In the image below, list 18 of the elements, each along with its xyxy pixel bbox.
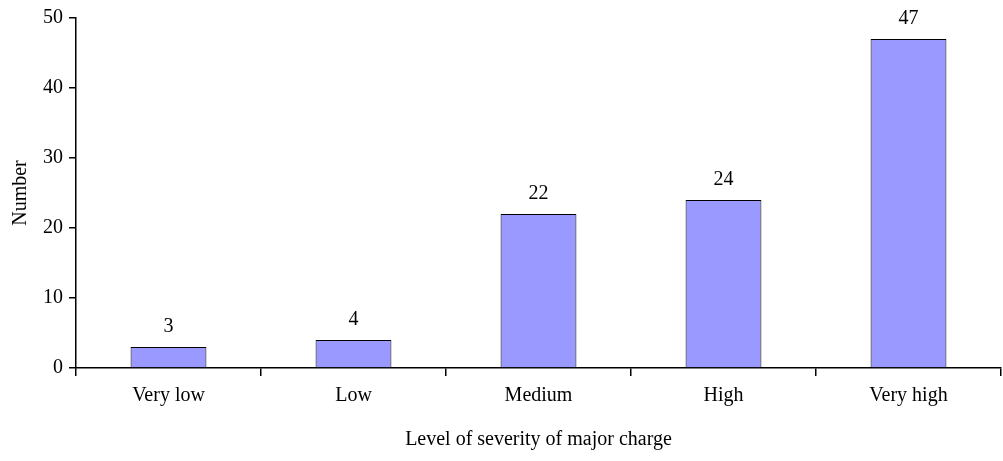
data-label: 24 <box>713 167 734 190</box>
data-label: 22 <box>528 181 549 204</box>
x-tick-label: Medium <box>504 383 573 406</box>
y-tick-label: 20 <box>43 215 63 238</box>
data-label: 3 <box>163 314 174 337</box>
y-tick-label: 40 <box>43 75 63 98</box>
x-tick-label: Low <box>335 383 373 406</box>
y-tick-label: 50 <box>43 5 63 28</box>
y-axis-title: Number <box>8 159 31 226</box>
x-tick-label: Very low <box>132 383 206 407</box>
x-tick-label: High <box>703 383 744 407</box>
y-tick-label: 0 <box>53 355 63 378</box>
data-label: 47 <box>898 6 919 29</box>
x-tick-label: Very high <box>869 383 948 407</box>
data-label: 4 <box>348 307 359 330</box>
x-axis-title: Level of severity of major charge <box>405 427 672 451</box>
y-tick-label: 30 <box>43 145 63 168</box>
y-tick-label: 10 <box>43 285 63 308</box>
